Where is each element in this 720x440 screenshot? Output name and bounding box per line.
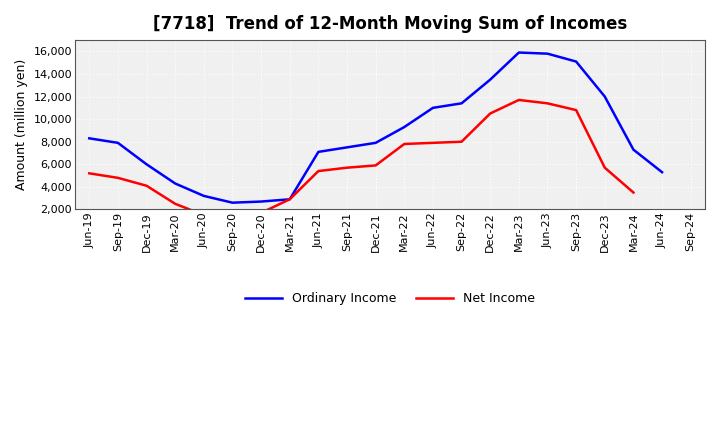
Ordinary Income: [285, 197, 294, 202]
Net Income: [171, 201, 179, 206]
Net Income: [285, 197, 294, 202]
Net Income: [400, 141, 409, 147]
Ordinary Income: [658, 169, 667, 175]
Ordinary Income: [314, 149, 323, 154]
Ordinary Income: [343, 145, 351, 150]
Net Income: [486, 111, 495, 116]
Ordinary Income: [515, 50, 523, 55]
Title: [7718]  Trend of 12-Month Moving Sum of Incomes: [7718] Trend of 12-Month Moving Sum of I…: [153, 15, 627, 33]
Net Income: [114, 175, 122, 180]
Ordinary Income: [171, 181, 179, 186]
Ordinary Income: [600, 94, 609, 99]
Ordinary Income: [629, 147, 638, 152]
Ordinary Income: [457, 101, 466, 106]
Net Income: [228, 214, 237, 220]
Legend: Ordinary Income, Net Income: Ordinary Income, Net Income: [240, 287, 540, 310]
Ordinary Income: [114, 140, 122, 146]
Net Income: [600, 165, 609, 170]
Ordinary Income: [228, 200, 237, 205]
Net Income: [199, 213, 208, 218]
Net Income: [515, 97, 523, 103]
Ordinary Income: [257, 199, 266, 204]
Line: Ordinary Income: Ordinary Income: [89, 52, 662, 203]
Line: Net Income: Net Income: [89, 100, 634, 217]
Net Income: [314, 169, 323, 174]
Ordinary Income: [372, 140, 380, 146]
Net Income: [428, 140, 437, 146]
Net Income: [572, 107, 580, 113]
Net Income: [629, 190, 638, 195]
Ordinary Income: [85, 136, 94, 141]
Net Income: [543, 101, 552, 106]
Ordinary Income: [572, 59, 580, 64]
Net Income: [85, 171, 94, 176]
Net Income: [343, 165, 351, 170]
Ordinary Income: [428, 105, 437, 110]
Net Income: [457, 139, 466, 144]
Ordinary Income: [143, 161, 151, 167]
Ordinary Income: [400, 125, 409, 130]
Net Income: [143, 183, 151, 188]
Ordinary Income: [486, 77, 495, 82]
Ordinary Income: [543, 51, 552, 56]
Y-axis label: Amount (million yen): Amount (million yen): [15, 59, 28, 191]
Net Income: [257, 210, 266, 216]
Net Income: [372, 163, 380, 168]
Ordinary Income: [199, 193, 208, 198]
